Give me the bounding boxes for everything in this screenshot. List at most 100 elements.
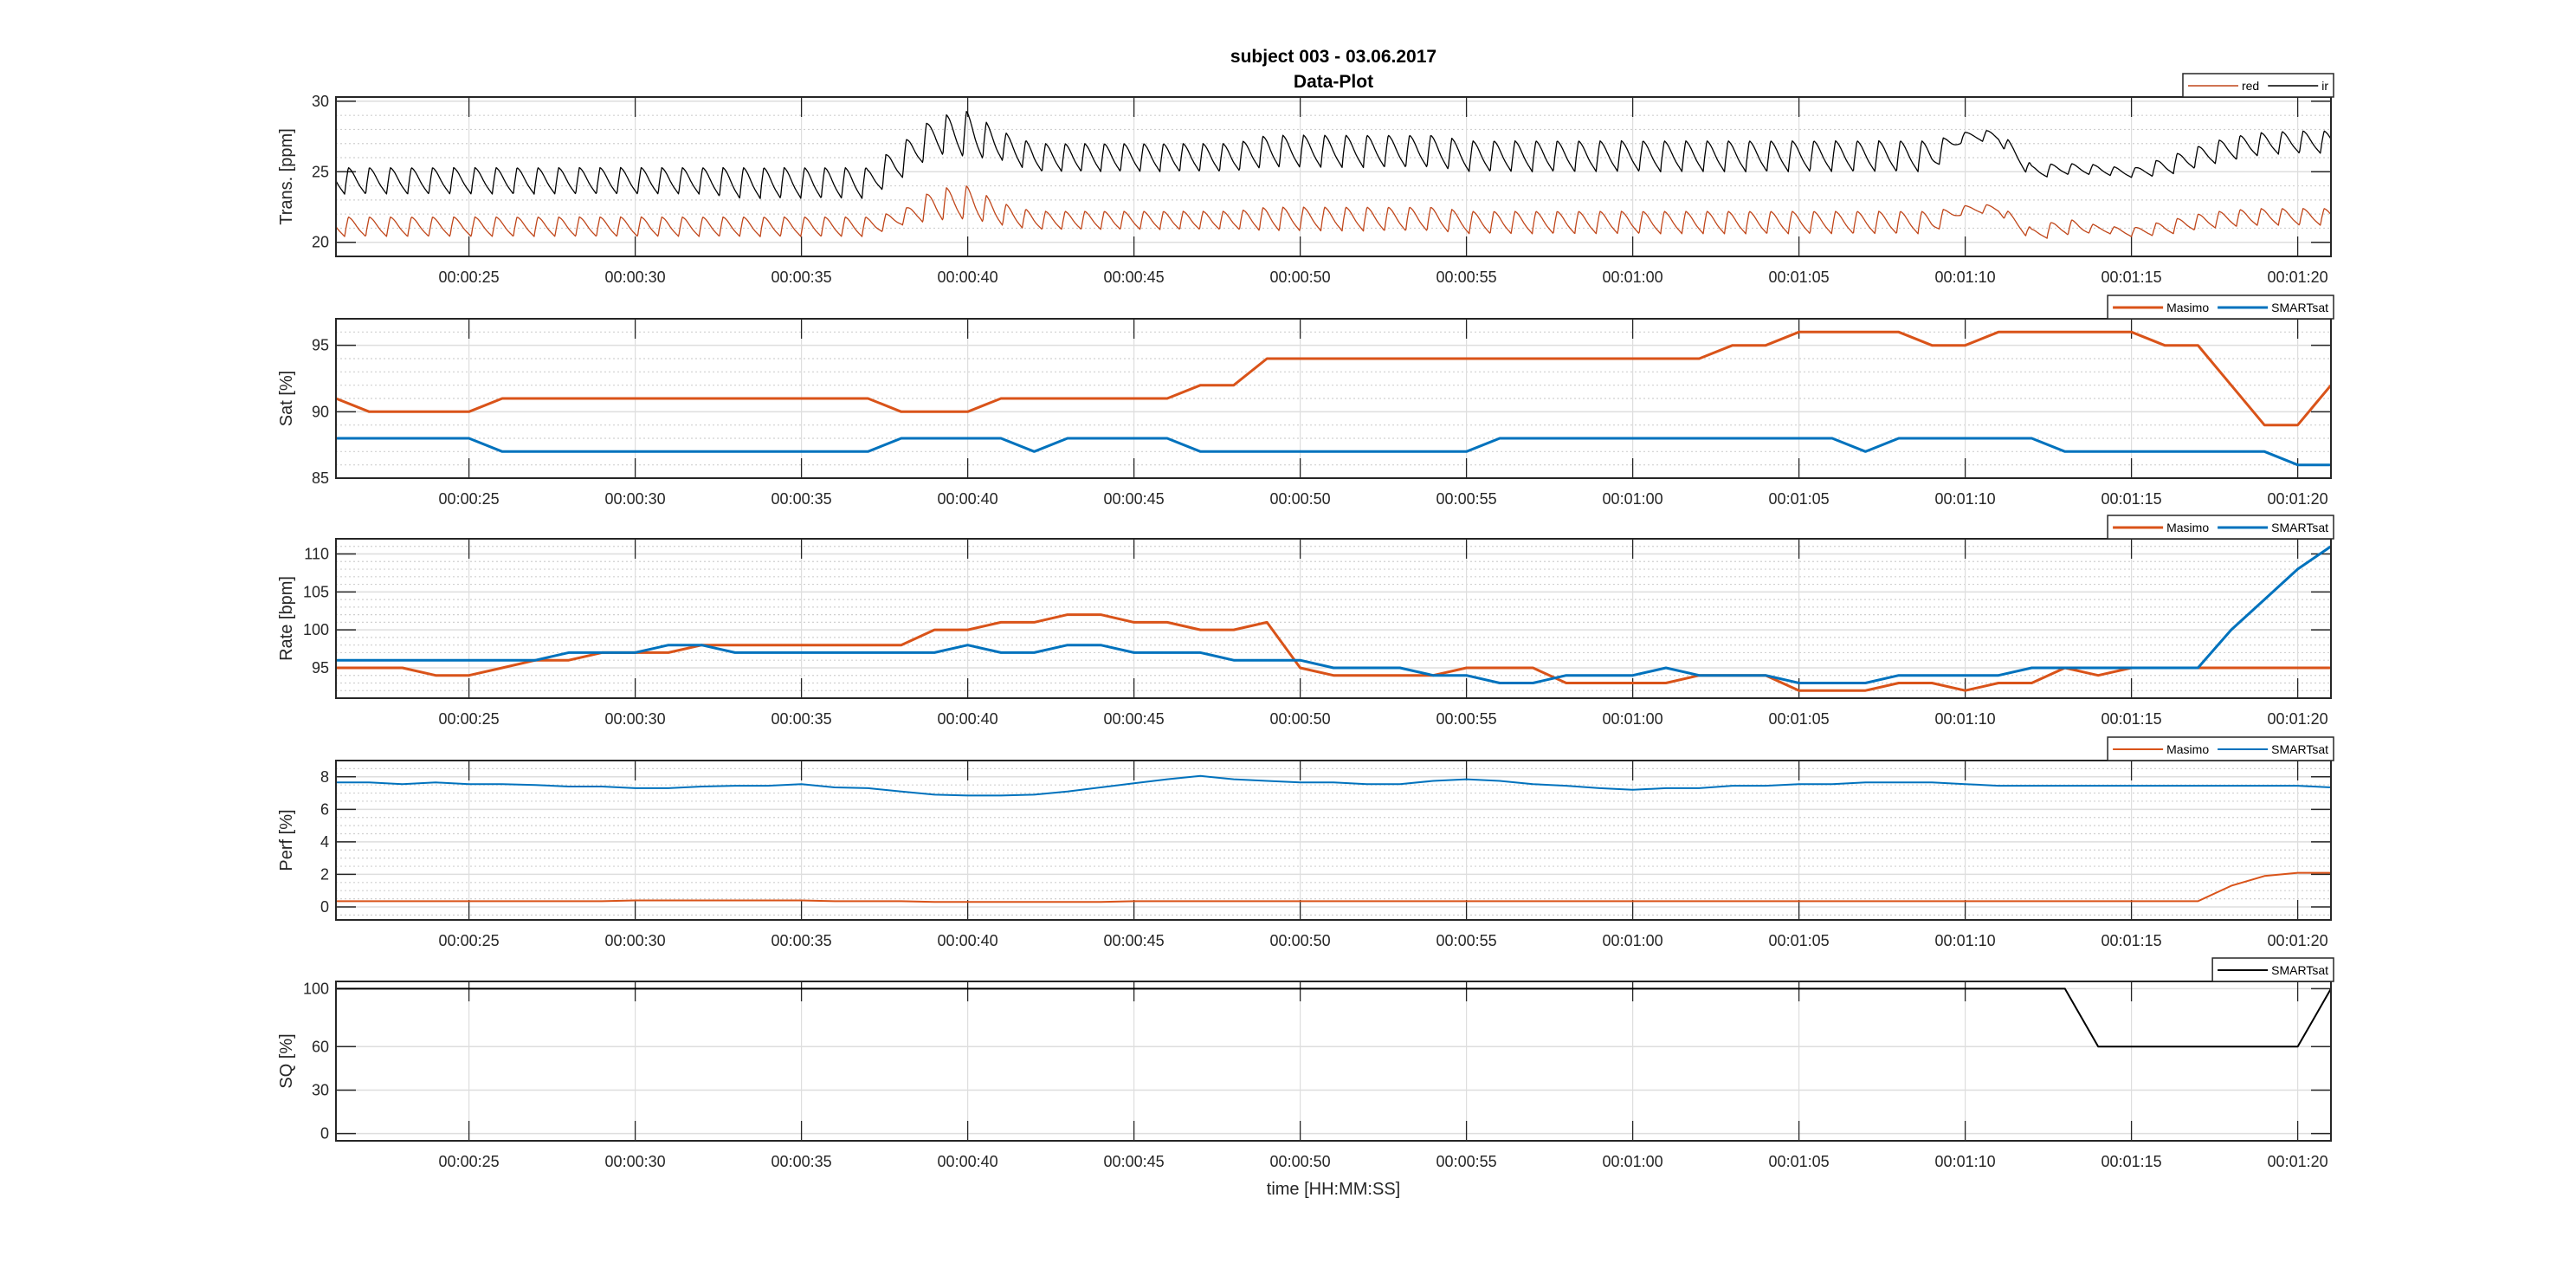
x-tick-label: 00:00:50	[1270, 1153, 1331, 1170]
figure-subtitle: Data-Plot	[1294, 72, 1373, 92]
y-tick-label: 20	[312, 234, 329, 251]
y-tick-label: 25	[312, 163, 329, 180]
x-tick-label: 00:00:45	[1104, 269, 1165, 286]
x-tick-label: 00:01:15	[2101, 490, 2162, 508]
y-tick-label: 95	[312, 337, 329, 354]
x-tick-label: 00:00:40	[938, 932, 998, 949]
y-tick-label: 0	[320, 1125, 329, 1143]
series-line-masimo	[336, 613, 2331, 692]
legend-label-masimo: Masimo	[2166, 521, 2209, 534]
legend-label-smartsat: SMARTsat	[2271, 521, 2328, 534]
x-tick-label: 00:00:35	[772, 1153, 832, 1170]
x-tick-label: 00:00:40	[938, 490, 998, 508]
series-line-smartsat	[336, 774, 2331, 797]
x-tick-label: 00:01:15	[2101, 710, 2162, 728]
x-tick-label: 00:01:10	[1935, 269, 1996, 286]
x-tick-label: 00:01:15	[2101, 1153, 2162, 1170]
y-axis-label: Perf [%]	[277, 809, 296, 871]
y-axis-label: Trans. [ppm]	[277, 128, 296, 225]
y-tick-label: 6	[320, 800, 329, 818]
legend: Masimo SMARTsat	[2107, 736, 2334, 761]
legend-label-smartsat: SMARTsat	[2271, 301, 2328, 314]
subplot-transmission: 20 25 30 00:00:25 00:00:30 00:00:35 00:00:40 00…	[277, 73, 2334, 286]
x-tick-label: 00:00:30	[605, 490, 666, 508]
x-tick-label: 00:01:20	[2268, 490, 2328, 508]
y-tick-label: 110	[304, 546, 329, 563]
x-tick-label: 00:01:00	[1603, 490, 1663, 508]
x-tick-label: 00:00:40	[938, 1153, 998, 1170]
figure-title: subject 003 - 03.06.2017	[1230, 47, 1436, 67]
series-line-smartsat	[336, 987, 2331, 1048]
x-tick-label: 00:00:25	[439, 932, 500, 949]
subplot-signal-quality: 0 30 60 100 00:00:25 00:00:30 00:00:35 00:00:40…	[277, 957, 2334, 1170]
plot-area	[336, 981, 2331, 1141]
y-tick-label: 105	[303, 583, 329, 600]
x-tick-label: 00:01:10	[1935, 1153, 1996, 1170]
legend-label-masimo: Masimo	[2166, 301, 2209, 314]
y-tick-label: 90	[312, 403, 329, 420]
y-tick-label: 100	[303, 621, 329, 638]
legend-label-masimo: Masimo	[2166, 742, 2209, 756]
x-tick-label: 00:01:20	[2268, 710, 2328, 728]
y-axis-label: Sat [%]	[277, 371, 296, 426]
subplot-perfusion: 0 2 4 6 8 00:00:25 00:00:30 00:00:35 00:00:40 00:…	[277, 736, 2334, 949]
legend: Masimo SMARTsat	[2107, 515, 2334, 540]
x-tick-label: 00:01:15	[2101, 932, 2162, 949]
x-tick-label: 00:00:45	[1104, 932, 1165, 949]
x-tick-label: 00:00:25	[439, 490, 500, 508]
x-tick-label: 00:00:50	[1270, 710, 1331, 728]
x-tick-label: 00:01:15	[2101, 269, 2162, 286]
axes-frame	[335, 96, 2332, 257]
x-tick-label: 00:01:05	[1769, 490, 1830, 508]
legend-label-red: red	[2242, 79, 2259, 93]
x-tick-label: 00:00:50	[1270, 932, 1331, 949]
x-axis-label: time [HH:MM:SS]	[1267, 1180, 1400, 1199]
x-tick-label: 00:00:40	[938, 710, 998, 728]
series-line-smartsat	[336, 437, 2331, 467]
x-tick-label: 00:00:35	[772, 710, 832, 728]
legend: red ir	[2182, 73, 2334, 98]
x-tick-label: 00:00:45	[1104, 1153, 1165, 1170]
x-tick-label: 00:01:10	[1935, 932, 1996, 949]
x-tick-label: 00:00:40	[938, 269, 998, 286]
x-tick-label: 00:00:25	[439, 269, 500, 286]
x-tick-label: 00:00:30	[605, 269, 666, 286]
y-tick-label: 0	[320, 898, 329, 916]
series-line-ir	[336, 111, 2331, 199]
axes-frame	[335, 538, 2332, 699]
subplot-rate: 95 100 105 110 00:00:25 00:00:30 00:00:35 00:00…	[277, 515, 2334, 728]
x-tick-label: 00:01:10	[1935, 490, 1996, 508]
x-tick-label: 00:00:55	[1436, 932, 1497, 949]
plot-area	[336, 761, 2331, 920]
x-tick-label: 00:01:05	[1769, 269, 1830, 286]
x-tick-label: 00:00:25	[439, 710, 500, 728]
legend-label-smartsat: SMARTsat	[2271, 963, 2328, 977]
y-tick-label: 4	[320, 833, 329, 851]
legend: Masimo SMARTsat	[2107, 295, 2334, 320]
x-tick-label: 00:01:20	[2268, 269, 2328, 286]
x-tick-label: 00:01:00	[1603, 269, 1663, 286]
y-tick-label: 8	[320, 768, 329, 786]
x-tick-label: 00:01:05	[1769, 1153, 1830, 1170]
series-line-smartsat	[336, 545, 2331, 684]
legend-label-smartsat: SMARTsat	[2271, 742, 2328, 756]
y-axis-label: Rate [bpm]	[277, 576, 296, 661]
y-tick-label: 95	[312, 659, 329, 677]
series-line-red	[336, 185, 2331, 239]
plot-area	[336, 539, 2331, 698]
x-tick-label: 00:01:00	[1603, 932, 1663, 949]
y-tick-label: 100	[303, 980, 329, 997]
x-tick-label: 00:01:00	[1603, 1153, 1663, 1170]
axes-frame	[335, 760, 2332, 921]
x-tick-label: 00:00:30	[605, 932, 666, 949]
x-tick-label: 00:01:00	[1603, 710, 1663, 728]
x-tick-label: 00:00:50	[1270, 269, 1331, 286]
x-tick-label: 00:01:20	[2268, 932, 2328, 949]
series-line-masimo	[336, 330, 2331, 427]
x-tick-label: 00:01:10	[1935, 710, 1996, 728]
y-tick-label: 85	[312, 469, 329, 487]
y-axis-label: SQ [%]	[277, 1033, 296, 1088]
y-tick-label: 30	[312, 1081, 329, 1098]
